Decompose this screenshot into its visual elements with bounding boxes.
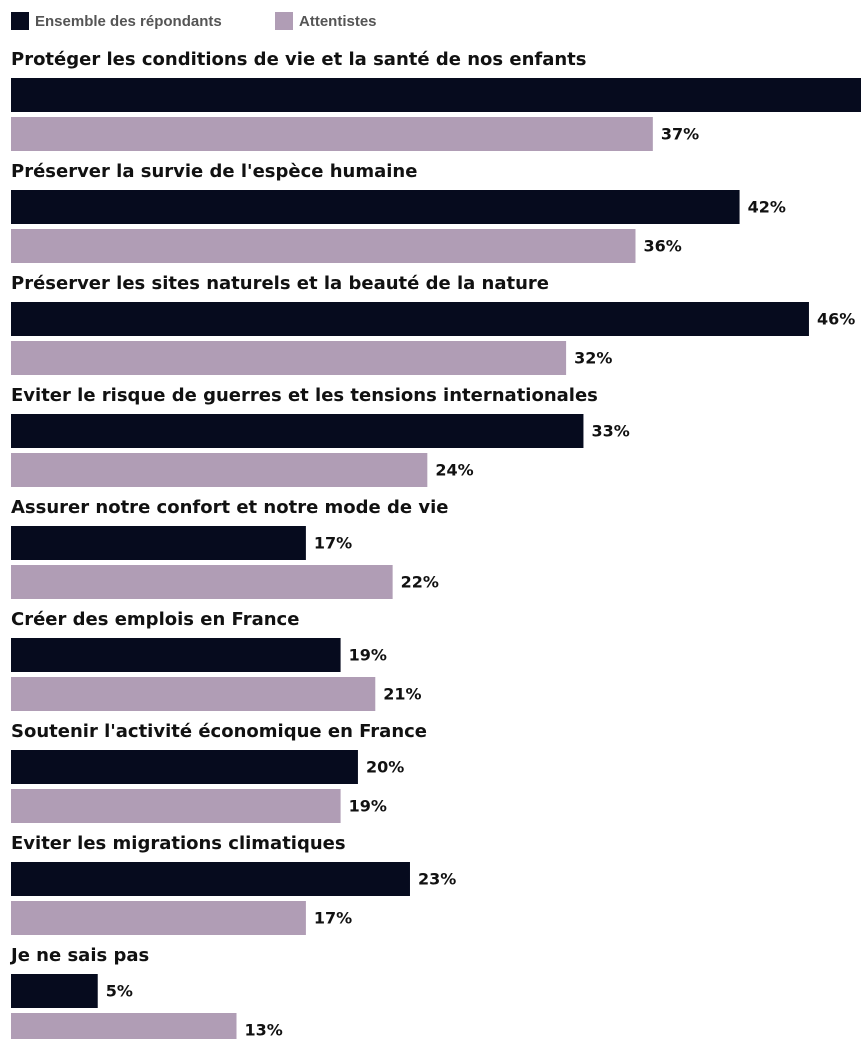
value-label: 23% <box>418 870 456 889</box>
value-label: 32% <box>574 349 612 368</box>
bar <box>11 78 861 112</box>
value-label: 19% <box>349 646 387 665</box>
category-label: Je ne sais pas <box>9 945 149 966</box>
bar <box>11 1013 237 1039</box>
value-label: 20% <box>366 758 404 777</box>
bar <box>11 789 341 823</box>
value-label: 19% <box>349 797 387 816</box>
bar <box>11 414 584 448</box>
value-label: 22% <box>401 573 439 592</box>
value-label: 21% <box>383 685 421 704</box>
bar <box>11 862 410 896</box>
value-label: 5% <box>106 982 133 1001</box>
value-label: 46% <box>817 310 855 329</box>
legend-swatch <box>275 12 293 30</box>
bar <box>11 453 428 487</box>
category-label: Préserver les sites naturels et la beaut… <box>11 273 549 294</box>
value-label: 37% <box>661 125 699 144</box>
bar <box>11 901 306 935</box>
bar <box>11 117 653 151</box>
bar <box>11 302 809 336</box>
value-label: 17% <box>314 534 352 553</box>
bar <box>11 750 358 784</box>
bar <box>11 565 393 599</box>
category-label: Préserver la survie de l'espèce humaine <box>11 161 417 182</box>
value-label: 36% <box>643 237 681 256</box>
bar <box>11 974 98 1008</box>
bar <box>11 229 636 263</box>
category-label: Soutenir l'activité économique en France <box>11 721 427 742</box>
legend-swatch <box>11 12 29 30</box>
category-label: Protéger les conditions de vie et la san… <box>11 49 587 70</box>
bar <box>11 190 740 224</box>
category-label: Eviter les migrations climatiques <box>11 833 346 854</box>
bar <box>11 526 306 560</box>
value-label: 13% <box>245 1021 283 1039</box>
value-label: 24% <box>435 461 473 480</box>
value-label: 42% <box>748 198 786 217</box>
category-label: Eviter le risque de guerres et les tensi… <box>11 385 598 406</box>
legend-label: Ensemble des répondants <box>35 13 222 30</box>
legend-label: Attentistes <box>299 13 377 30</box>
category-label: Créer des emplois en France <box>11 609 299 630</box>
bar <box>11 341 567 375</box>
category-label: Assurer notre confort et notre mode de v… <box>11 497 449 518</box>
value-label: 17% <box>314 909 352 928</box>
value-label: 33% <box>591 422 629 441</box>
bar <box>11 638 341 672</box>
bar <box>11 677 376 711</box>
